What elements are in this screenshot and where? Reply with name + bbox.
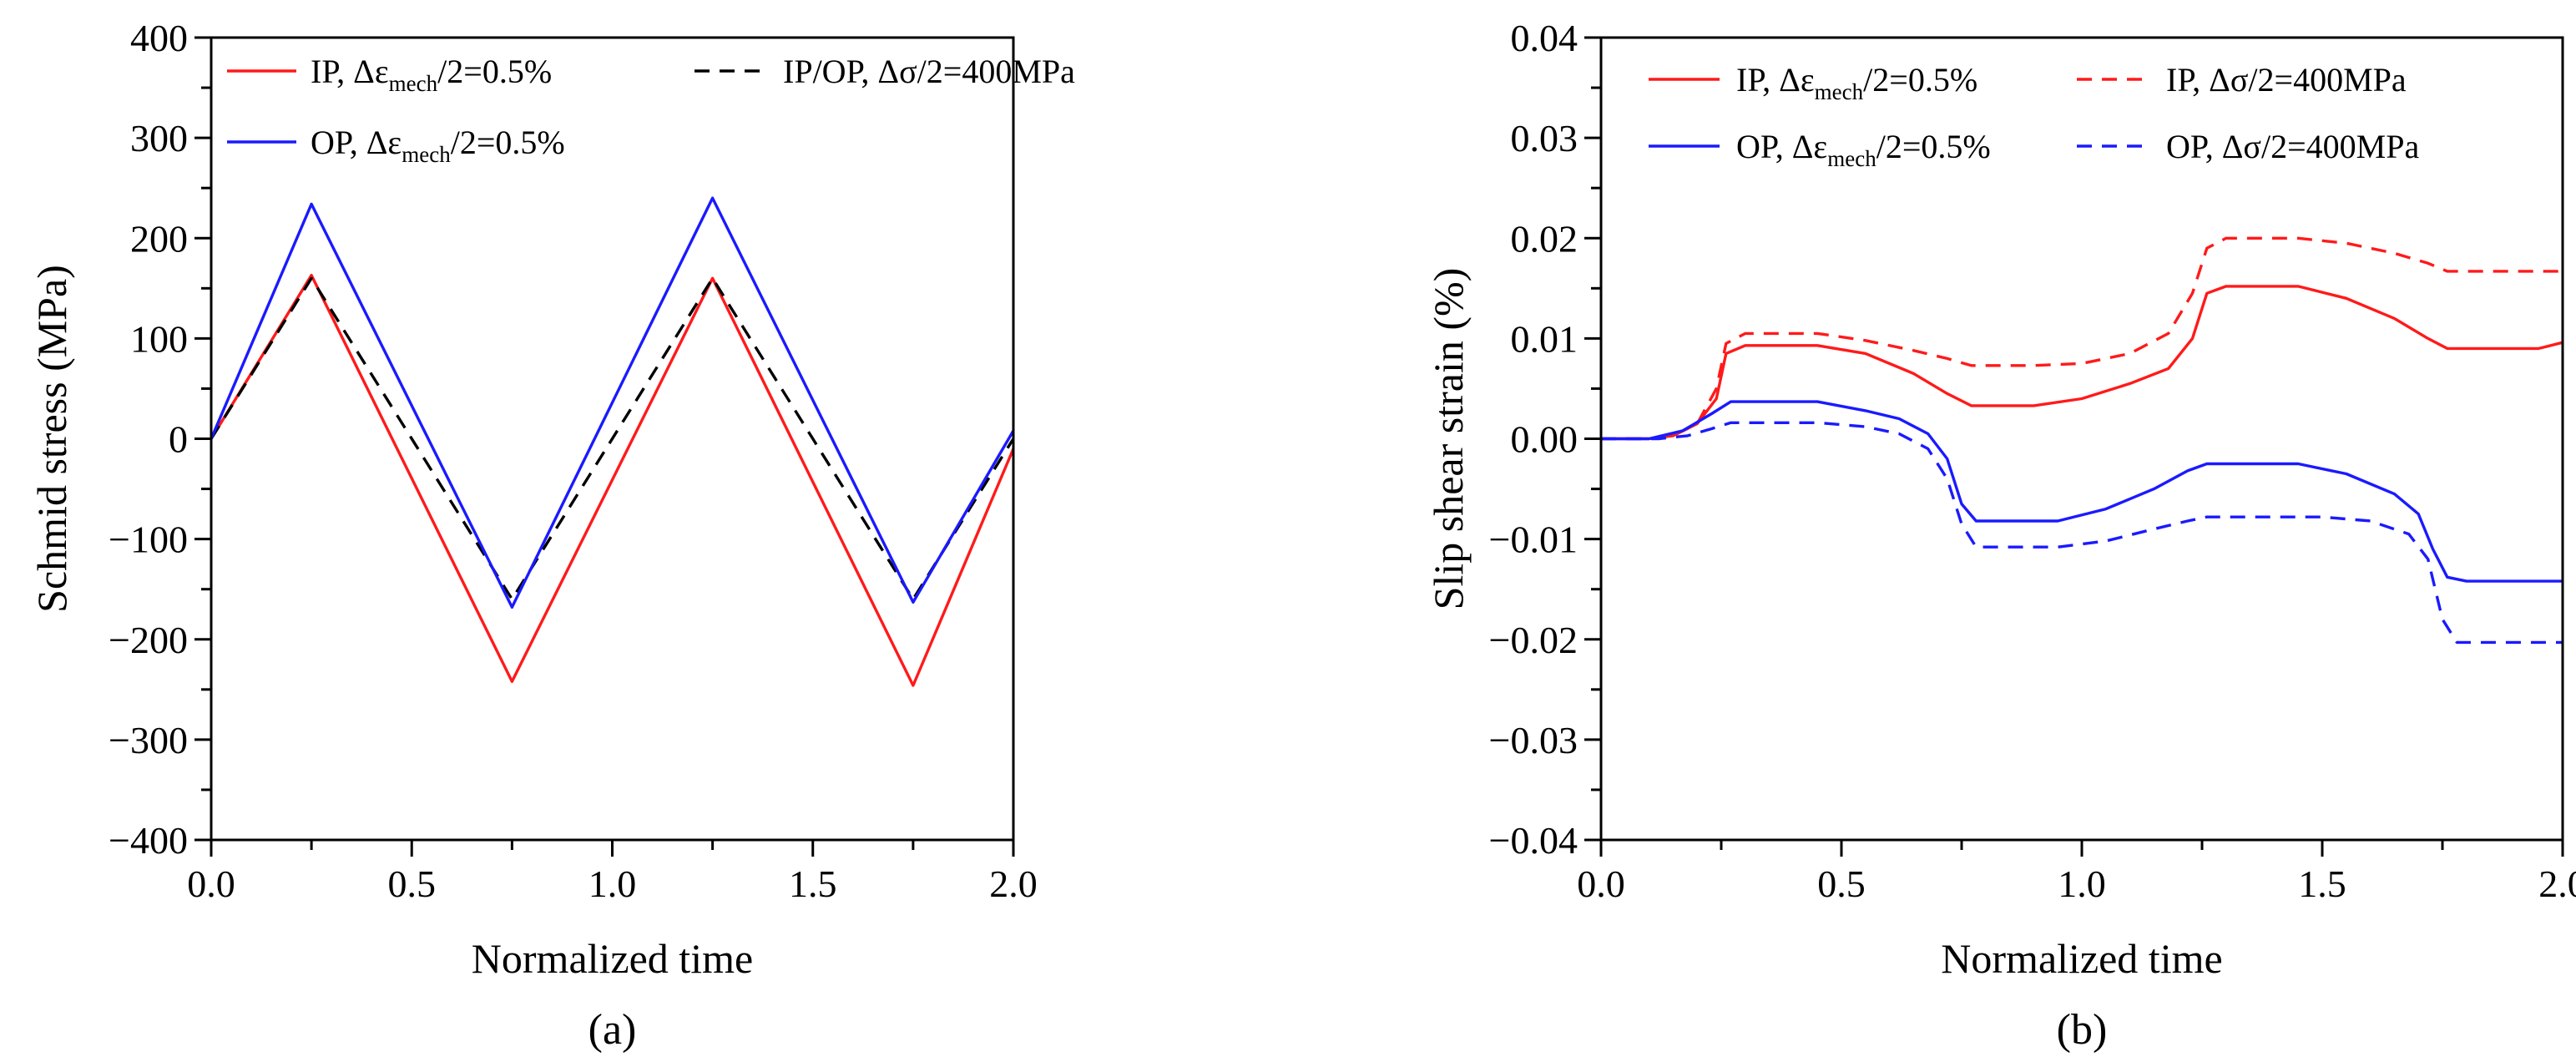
panel-b-legend: IP, Δεmech/2=0.5% IP, Δσ/2=400MPa OP, Δεme… <box>1649 61 2419 171</box>
legend-label: IP/OP, Δσ/2=400MPa <box>783 53 1075 90</box>
y-tick-label: 400 <box>130 17 188 59</box>
series-line-4 <box>1601 421 2563 645</box>
panel-a-caption: (a) <box>588 1006 637 1054</box>
x-tick-label: 0.0 <box>187 862 235 905</box>
panel-a-x-axis-title: Normalized time <box>472 935 753 982</box>
series-line-2 <box>1601 236 2563 441</box>
legend-label: OP, Δεmech/2=0.5% <box>311 124 565 167</box>
panel-b-slip-shear-strain-chart: 0.0 0.5 1.0 1.5 2.0 0.04 0.03 0.02 0.01 0.00 −0.0… <box>1425 17 2576 1054</box>
y-tick-label: 0.02 <box>1511 217 1578 260</box>
series-line-1 <box>1601 285 2563 441</box>
legend-label: IP, Δσ/2=400MPa <box>2166 61 2407 99</box>
y-tick-label: −400 <box>109 819 188 862</box>
legend-label: OP, Δεmech/2=0.5% <box>1736 128 1991 171</box>
y-tick-label: 0.04 <box>1511 17 1578 59</box>
panel-a-y-ticks: 400 300 200 100 0 −100 −200 −300 −400 <box>109 17 211 862</box>
panel-a-y-axis-title: Schmid stress (MPa) <box>28 265 75 613</box>
x-tick-label: 1.0 <box>588 862 637 905</box>
panel-b-y-axis-title: Slip shear strain (%) <box>1425 268 1472 610</box>
y-tick-label: 0.01 <box>1511 317 1578 360</box>
y-tick-label: −0.04 <box>1489 819 1578 862</box>
x-tick-label: 2.0 <box>2538 862 2576 905</box>
x-tick-label: 2.0 <box>989 862 1038 905</box>
x-tick-label: 0.5 <box>388 862 437 905</box>
y-tick-label: 100 <box>130 317 188 360</box>
panel-a-series-lines <box>210 196 1015 687</box>
y-tick-label: 200 <box>130 217 188 260</box>
y-tick-label: −0.01 <box>1489 518 1578 561</box>
y-tick-label: 0.03 <box>1511 117 1578 159</box>
series-line-3 <box>1601 400 2563 583</box>
y-tick-label: 0 <box>169 418 188 461</box>
y-tick-label: −0.03 <box>1489 719 1578 761</box>
series-line-2 <box>210 276 1015 601</box>
panel-a-legend: IP, Δεmech/2=0.5% IP/OP, Δσ/2=400MPa OP, Δ… <box>227 53 1075 167</box>
panel-b-series-lines <box>1601 236 2563 645</box>
panel-b-x-ticks: 0.0 0.5 1.0 1.5 2.0 <box>1577 840 2576 905</box>
series-line-3 <box>210 196 1015 609</box>
legend-label: OP, Δσ/2=400MPa <box>2166 128 2419 165</box>
x-tick-label: 1.5 <box>2298 862 2346 905</box>
y-tick-label: −100 <box>109 518 188 561</box>
legend-label: IP, Δεmech/2=0.5% <box>1736 61 1977 104</box>
y-tick-label: −0.02 <box>1489 619 1578 661</box>
y-tick-label: −300 <box>109 719 188 761</box>
y-tick-label: −200 <box>109 619 188 661</box>
series-line-1 <box>210 274 1015 687</box>
x-tick-label: 1.5 <box>789 862 837 905</box>
panel-b-x-axis-title: Normalized time <box>1941 935 2222 982</box>
panel-a-x-ticks: 0.0 0.5 1.0 1.5 2.0 <box>187 840 1038 905</box>
y-tick-label: 300 <box>130 117 188 159</box>
x-tick-label: 1.0 <box>2058 862 2106 905</box>
y-tick-label: 0.00 <box>1511 418 1578 461</box>
x-tick-label: 0.5 <box>1817 862 1866 905</box>
legend-label: IP, Δεmech/2=0.5% <box>311 53 552 96</box>
panel-a-schmid-stress-chart: 0.0 0.5 1.0 1.5 2.0 400 300 200 100 0 −100 −200 −30… <box>28 17 1075 1054</box>
panel-b-caption: (b) <box>2057 1006 2108 1054</box>
x-tick-label: 0.0 <box>1577 862 1625 905</box>
panel-b-y-ticks: 0.04 0.03 0.02 0.01 0.00 −0.01 −0.02 −0.03 −0.04 <box>1489 17 1601 862</box>
